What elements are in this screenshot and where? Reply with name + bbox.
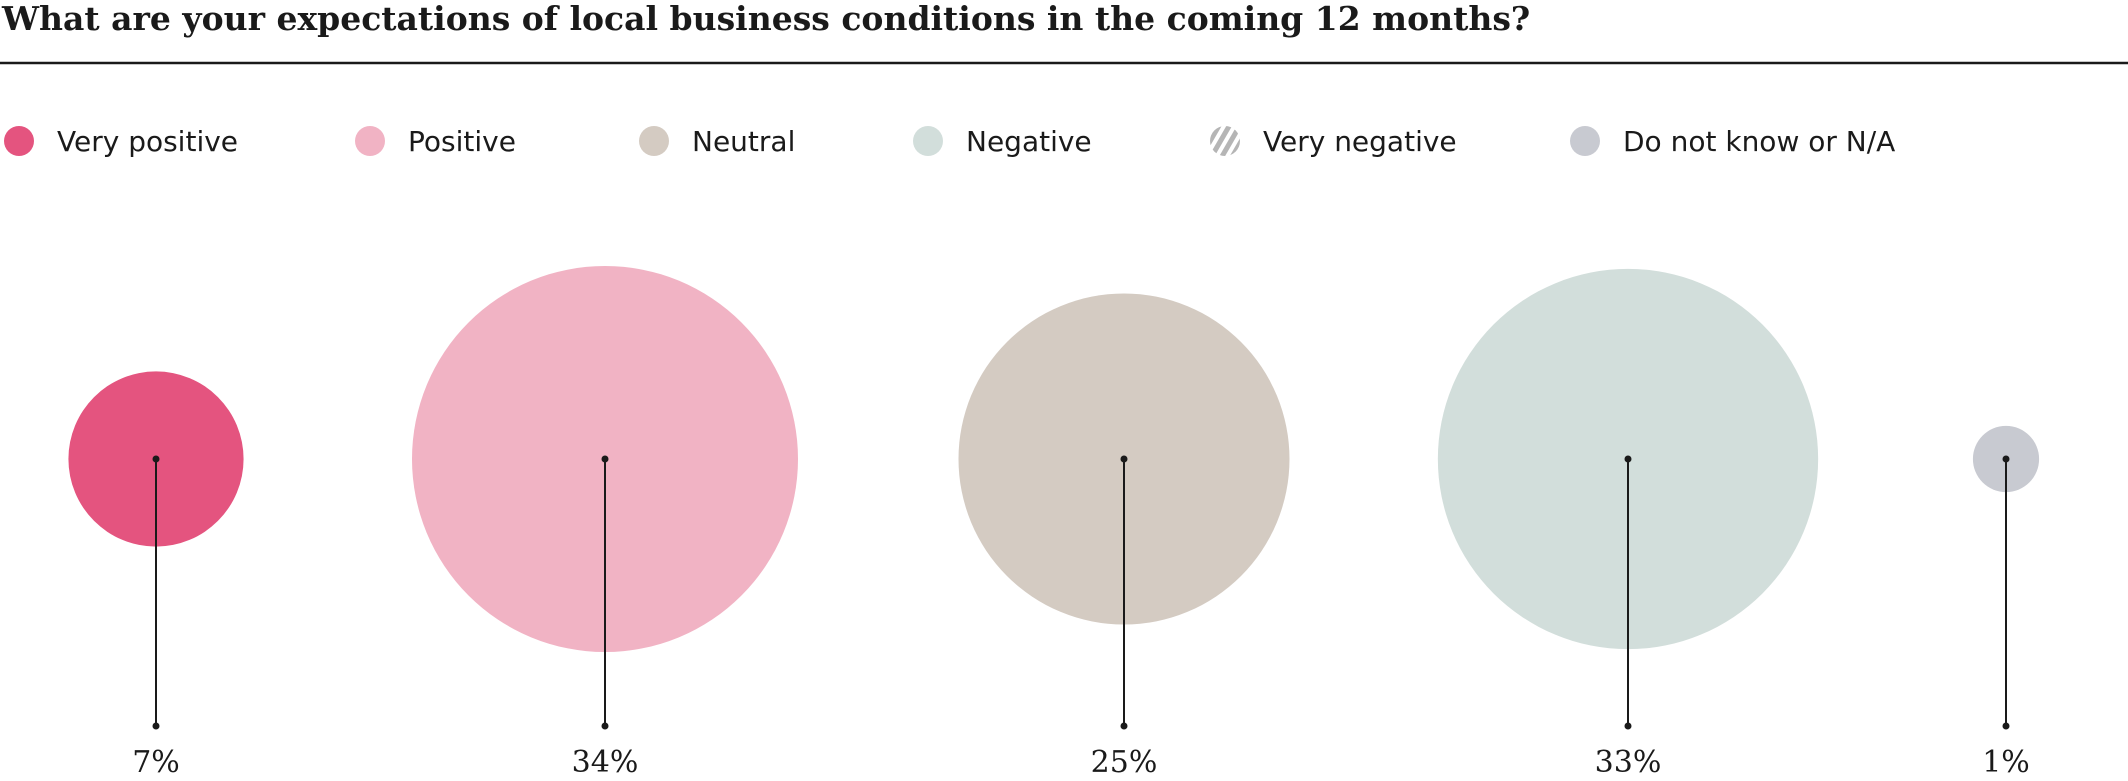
leader-dot (601, 722, 609, 730)
legend-label: Do not know or N/A (1623, 125, 1895, 158)
leader-dot (1120, 722, 1128, 730)
legend-marker (1210, 126, 1240, 156)
value-label: 25% (1091, 745, 1158, 780)
legend-label: Positive (408, 125, 516, 158)
leader-dot (2002, 722, 2010, 730)
leader-dot (2002, 455, 2010, 463)
legend-label: Negative (966, 125, 1092, 158)
plot: 7% 34% 25% 33% 1% (68, 265, 2040, 780)
legend-marker (4, 126, 34, 156)
legend-marker (639, 126, 669, 156)
legend: Very positive Positive Neutral Negative Very… (4, 125, 1895, 158)
leader-dot (1624, 722, 1632, 730)
legend-marker (913, 126, 943, 156)
leader-dot (1624, 455, 1632, 463)
value-label: 34% (572, 745, 639, 780)
leader-dot (152, 455, 160, 463)
legend-marker (1570, 126, 1600, 156)
legend-label: Very negative (1263, 125, 1457, 158)
leader-dot (152, 722, 160, 730)
legend-label: Very positive (57, 125, 238, 158)
chart-title: What are your expectations of local busi… (1, 0, 1530, 38)
value-label: 33% (1595, 745, 1662, 780)
legend-marker (355, 126, 385, 156)
value-label: 1% (1982, 745, 2030, 780)
legend-label: Neutral (692, 125, 795, 158)
leader-dot (601, 455, 609, 463)
value-label: 7% (132, 745, 180, 780)
leader-dot (1120, 455, 1128, 463)
